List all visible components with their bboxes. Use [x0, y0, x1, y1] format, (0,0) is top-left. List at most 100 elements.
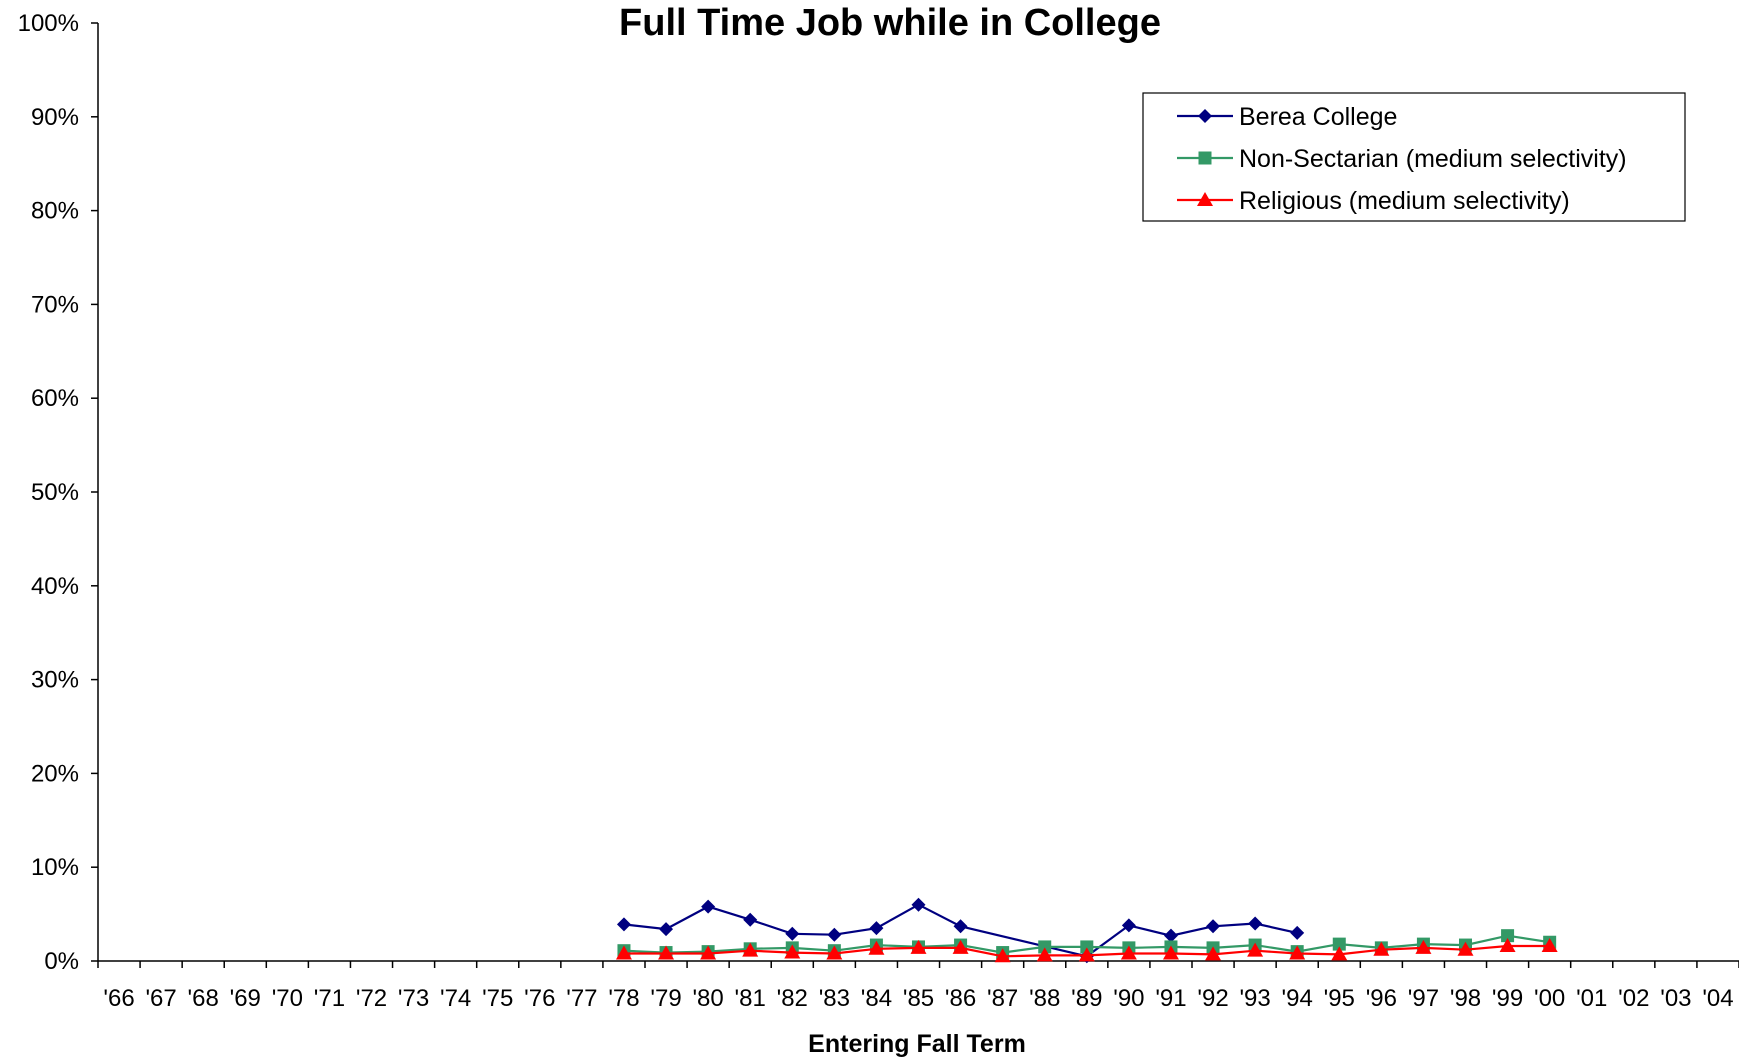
x-tick-label: '04 — [1702, 985, 1733, 1012]
legend-label: Berea College — [1239, 103, 1397, 131]
x-tick-label: '83 — [819, 985, 850, 1012]
data-point — [785, 926, 800, 941]
x-tick-label: '84 — [861, 985, 892, 1012]
series-2 — [615, 937, 1558, 963]
data-point — [743, 912, 758, 927]
x-tick-label: '77 — [566, 985, 597, 1012]
data-point — [1036, 947, 1053, 962]
data-point — [615, 945, 632, 960]
y-tick-label: 90% — [31, 104, 79, 131]
data-point — [658, 945, 675, 960]
data-point — [1078, 947, 1095, 962]
x-tick-label: '75 — [482, 985, 513, 1012]
data-point — [1247, 942, 1264, 957]
data-point — [1121, 918, 1136, 933]
data-point — [742, 942, 759, 957]
x-tick-label: '90 — [1113, 985, 1144, 1012]
legend-box — [1142, 92, 1686, 222]
data-point — [868, 940, 885, 955]
x-tick-label: '95 — [1324, 985, 1355, 1012]
x-tick-label: '67 — [145, 985, 176, 1012]
data-point — [1290, 925, 1305, 940]
x-tick-label: '97 — [1408, 985, 1439, 1012]
y-tick-label: 70% — [31, 291, 79, 318]
legend-item: Non-Sectarian (medium selectivity) — [1177, 145, 1627, 173]
legend-marker — [1198, 151, 1212, 165]
x-tick-label: '78 — [608, 985, 639, 1012]
x-tick-label: '69 — [230, 985, 261, 1012]
legend-item: Religious (medium selectivity) — [1177, 187, 1570, 215]
data-point — [952, 939, 969, 954]
x-tick-label: '76 — [524, 985, 555, 1012]
legend-marker — [1197, 192, 1213, 206]
data-point — [784, 944, 801, 959]
y-tick-label: 20% — [31, 760, 79, 787]
x-tick-label: '91 — [1155, 985, 1186, 1012]
data-point — [827, 927, 842, 942]
x-axis-label: Entering Fall Term — [808, 1030, 1026, 1058]
data-point — [1332, 937, 1346, 951]
data-point — [616, 917, 631, 932]
y-tick-label: 40% — [31, 573, 79, 600]
data-point — [1205, 946, 1222, 961]
data-point — [1038, 940, 1052, 954]
legend-item: Berea College — [1177, 103, 1397, 131]
data-point — [1501, 929, 1515, 943]
data-point — [700, 945, 717, 960]
y-tick-label: 0% — [44, 948, 79, 975]
data-point — [1457, 941, 1474, 956]
y-tick-label: 100% — [18, 10, 79, 37]
x-tick-label: '70 — [272, 985, 303, 1012]
x-tick-label: '03 — [1660, 985, 1691, 1012]
x-tick-label: '92 — [1197, 985, 1228, 1012]
y-tick-label: 50% — [31, 479, 79, 506]
data-point — [994, 948, 1011, 963]
legend-label: Non-Sectarian (medium selectivity) — [1239, 145, 1627, 173]
data-point — [1541, 937, 1558, 952]
x-tick-label: '68 — [188, 985, 219, 1012]
legend-label: Religious (medium selectivity) — [1239, 187, 1570, 215]
x-tick-label: '94 — [1282, 985, 1313, 1012]
x-tick-label: '88 — [1029, 985, 1060, 1012]
data-point — [1331, 946, 1348, 961]
chart-title: Full Time Job while in College — [619, 2, 1161, 44]
data-point — [911, 897, 926, 912]
data-point — [1206, 919, 1221, 934]
x-tick-label: '79 — [650, 985, 681, 1012]
x-tick-label: '81 — [735, 985, 766, 1012]
x-tick-label: '86 — [945, 985, 976, 1012]
x-tick-label: '74 — [440, 985, 471, 1012]
data-point — [1080, 940, 1094, 954]
y-tick-label: 60% — [31, 385, 79, 412]
x-tick-label: '82 — [777, 985, 808, 1012]
x-tick-label: '96 — [1366, 985, 1397, 1012]
x-tick-label: '66 — [103, 985, 134, 1012]
y-tick-label: 30% — [31, 667, 79, 694]
x-tick-label: '93 — [1239, 985, 1270, 1012]
x-tick-label: '71 — [314, 985, 345, 1012]
legend-marker — [1198, 109, 1212, 123]
data-point — [1415, 939, 1432, 954]
data-point — [1248, 916, 1263, 931]
data-point — [953, 919, 968, 934]
data-point — [1289, 945, 1306, 960]
data-point — [1163, 928, 1178, 943]
x-tick-label: '73 — [398, 985, 429, 1012]
data-point — [910, 939, 927, 954]
legend: Berea College Non-Sectarian (medium selec… — [1142, 92, 1686, 222]
data-point — [869, 921, 884, 936]
data-point — [1499, 937, 1516, 952]
x-tick-label: '72 — [356, 985, 387, 1012]
data-point — [701, 899, 716, 914]
data-point — [826, 945, 843, 960]
x-tick-label: '98 — [1450, 985, 1481, 1012]
data-point — [659, 922, 674, 937]
y-tick-label: 10% — [31, 854, 79, 881]
x-tick-label: '85 — [903, 985, 934, 1012]
data-point — [1373, 941, 1390, 956]
x-tick-label: '80 — [692, 985, 723, 1012]
y-tick-label: 80% — [31, 198, 79, 225]
x-tick-label: '01 — [1576, 985, 1607, 1012]
